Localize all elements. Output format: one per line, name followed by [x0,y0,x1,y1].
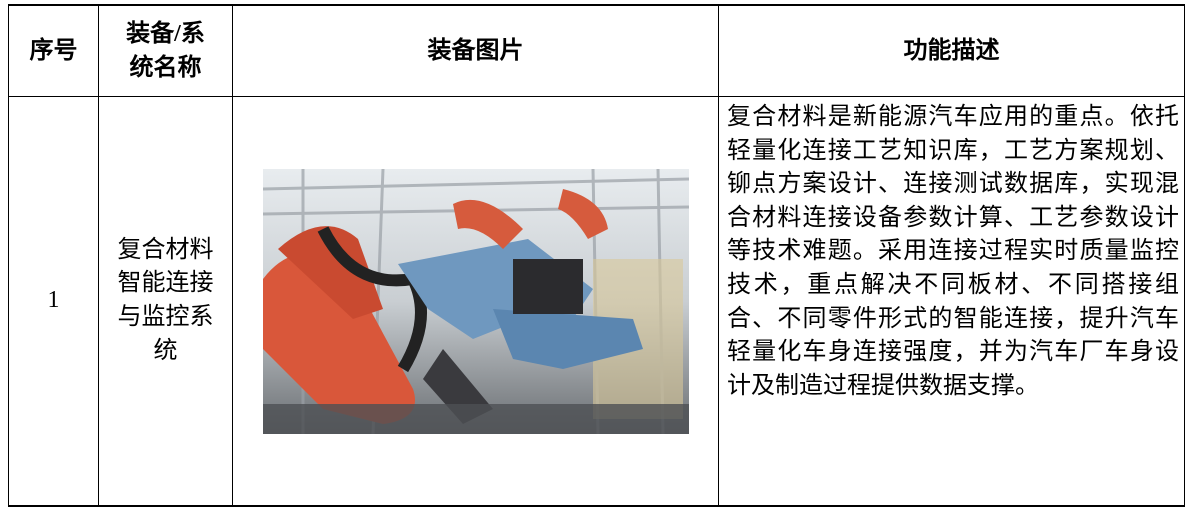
equipment-table: 序号 装备/系统名称 装备图片 功能描述 1 复合材料智能连接与监控系统 [8,4,1185,507]
body-row: 1 复合材料智能连接与监控系统 [8,96,1185,507]
header-cell: 功能描述 [718,4,1185,97]
header-cell: 装备/系统名称 [98,4,233,97]
header-cell: 序号 [8,4,99,97]
description-cell: 复合材料是新能源汽车应用的重点。依托轻量化连接工艺知识库，工艺方案规划、铆点方案… [718,96,1185,507]
equipment-picture [262,168,689,434]
name-cell: 复合材料智能连接与监控系统 [98,96,233,507]
index-cell: 1 [8,96,99,507]
header-cell: 装备图片 [232,4,719,97]
picture-cell [232,96,719,507]
header-row: 序号 装备/系统名称 装备图片 功能描述 [8,4,1185,97]
